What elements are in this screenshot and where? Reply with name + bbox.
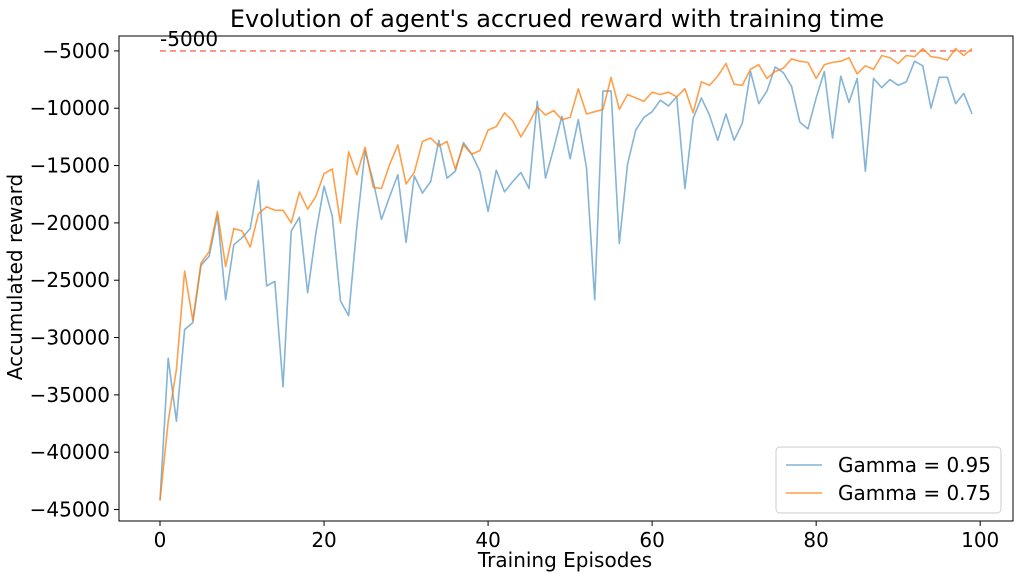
legend-label-1: Gamma = 0.95 [838, 453, 991, 477]
reference-line-label: -5000 [160, 27, 218, 51]
x-tick-label: 20 [311, 528, 336, 552]
y-tick-label: −35000 [30, 383, 110, 407]
x-tick-label: 80 [803, 528, 828, 552]
y-tick-label: −40000 [30, 440, 110, 464]
y-tick-label: −20000 [30, 211, 110, 235]
legend-box [775, 446, 1002, 514]
x-axis-label: Training Episodes [477, 548, 652, 572]
series-line-1 [159, 60, 973, 501]
chart-title: Evolution of agent's accrued reward with… [230, 5, 884, 33]
series-line-2 [159, 47, 973, 501]
y-tick-label: −25000 [30, 268, 110, 292]
plot-frame [118, 35, 1014, 522]
y-tick-label: −15000 [30, 154, 110, 178]
legend-label-2: Gamma = 0.75 [838, 481, 991, 505]
y-tick-label: −10000 [30, 96, 110, 120]
y-axis-label: Accumulated reward [3, 174, 27, 380]
legend: Gamma = 0.95 Gamma = 0.75 [775, 446, 1002, 514]
y-tick-label: −5000 [42, 39, 110, 63]
x-tick-label: 0 [154, 528, 167, 552]
y-tick-label: −45000 [30, 498, 110, 522]
y-tick-label: −30000 [30, 326, 110, 350]
x-tick-label: 100 [961, 528, 999, 552]
x-tick-label: 60 [639, 528, 664, 552]
x-tick-label: 40 [475, 528, 500, 552]
